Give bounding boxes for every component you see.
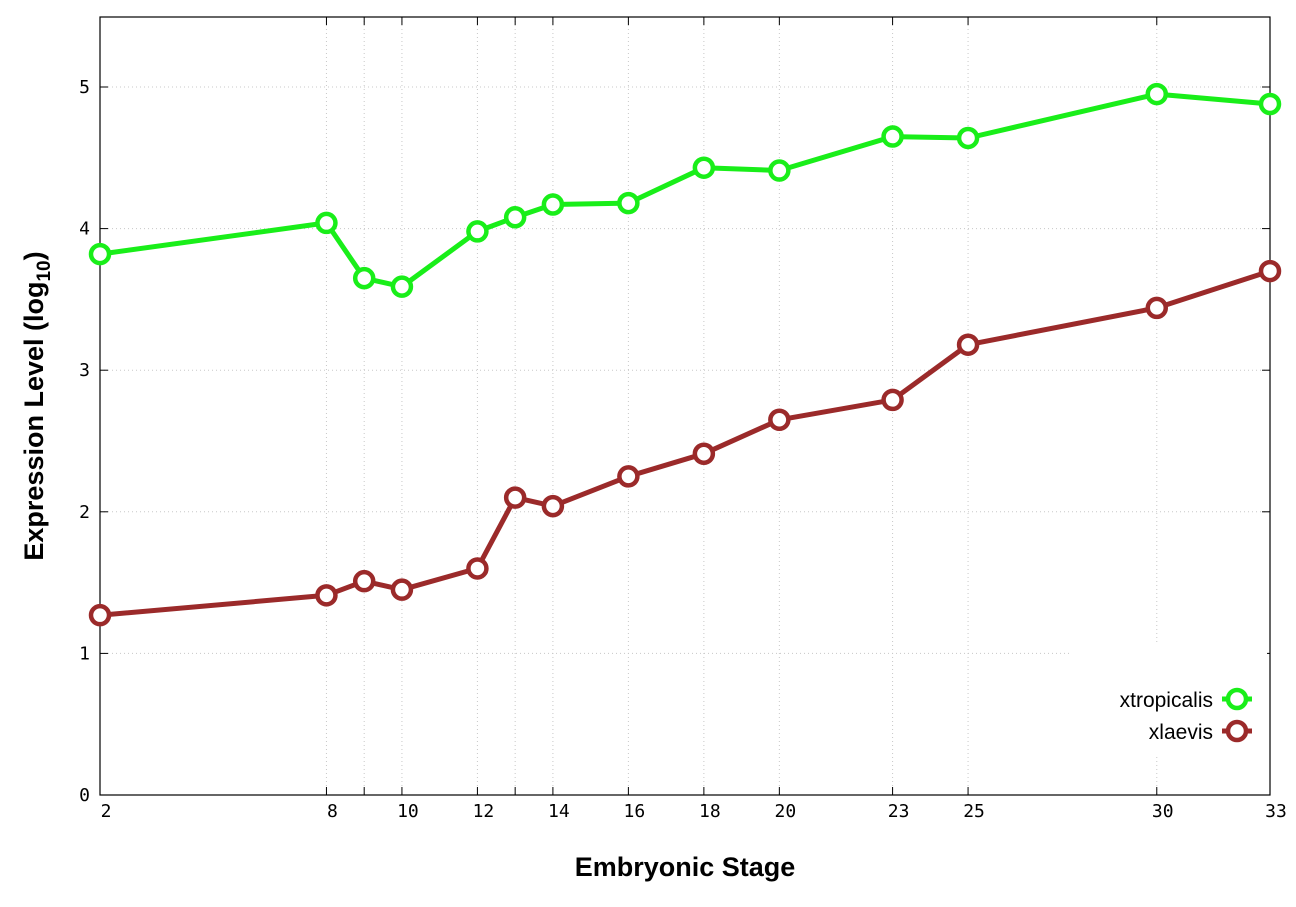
legend-marker-xtropicalis [1225,687,1249,711]
y-tick-label: 3 [79,360,90,381]
grid-lines [100,17,1270,795]
data-point-xtropicalis [956,126,980,150]
data-point-xlaevis [956,333,980,356]
y-axis-title-main: Expression Level (log [19,282,49,561]
y-tick-label: 1 [79,643,90,664]
data-point-xtropicalis [881,125,904,148]
series-xlaevis [88,259,1282,627]
y-tick-label: 2 [79,502,90,523]
x-tick-label: 16 [624,801,646,822]
data-point-xtropicalis [390,275,414,298]
series-xtropicalis [88,82,1282,298]
data-point-xtropicalis [315,211,338,235]
series-layer [88,82,1282,627]
y-tick-label: 0 [79,785,90,806]
y-axis-title-subscript: 10 [34,260,55,281]
legend-marker-xlaevis [1225,719,1249,743]
data-point-xtropicalis [1145,82,1169,106]
legend-label-xlaevis: xlaevis [1149,721,1213,744]
data-point-xlaevis [1145,296,1169,320]
data-point-xlaevis [692,442,716,465]
data-point-xlaevis [88,603,112,627]
x-tick-label: 23 [888,801,910,822]
data-point-xtropicalis [617,191,640,215]
x-tick-label: 12 [473,801,495,822]
x-tick-label: 10 [397,801,419,822]
data-point-xlaevis [541,494,565,518]
legend: xtropicalis xlaevis [1072,644,1267,754]
data-point-xlaevis [503,486,527,509]
x-tick-label: 18 [699,801,721,822]
y-tick-label: 5 [79,77,90,98]
x-tick-label: 30 [1152,801,1174,822]
data-point-xlaevis [352,569,376,593]
data-point-xtropicalis [88,242,112,266]
series-line-xlaevis [99,268,1271,618]
y-tick-label: 4 [79,219,90,240]
x-axis-title: Embryonic Stage [575,852,796,882]
data-point-xtropicalis [466,220,489,243]
data-point-xlaevis [466,557,489,580]
x-tick-label: 8 [327,801,338,822]
data-point-xlaevis [1258,259,1282,283]
y-axis-title-close: ) [19,251,49,260]
data-point-xlaevis [768,408,791,432]
x-tick-label: 25 [963,801,985,822]
data-point-xtropicalis [352,266,376,290]
x-tick-label: 20 [775,801,797,822]
data-point-xlaevis [881,388,904,412]
data-point-xtropicalis [541,193,565,216]
data-point-xlaevis [617,465,640,488]
data-point-xtropicalis [503,206,527,229]
plot-frame [99,16,1271,796]
data-point-xlaevis [315,584,338,607]
y-axis-title: Expression Level (log10) [19,251,55,560]
x-tick-label: 14 [548,801,570,822]
series-line-xtropicalis [99,91,1271,290]
x-tick-label: 2 [101,801,112,822]
data-point-xlaevis [390,578,414,601]
data-point-xtropicalis [692,156,716,179]
legend-label-xtropicalis: xtropicalis [1120,689,1213,712]
data-point-xtropicalis [1258,92,1282,116]
x-tick-label: 33 [1265,801,1287,822]
data-point-xtropicalis [768,159,791,182]
